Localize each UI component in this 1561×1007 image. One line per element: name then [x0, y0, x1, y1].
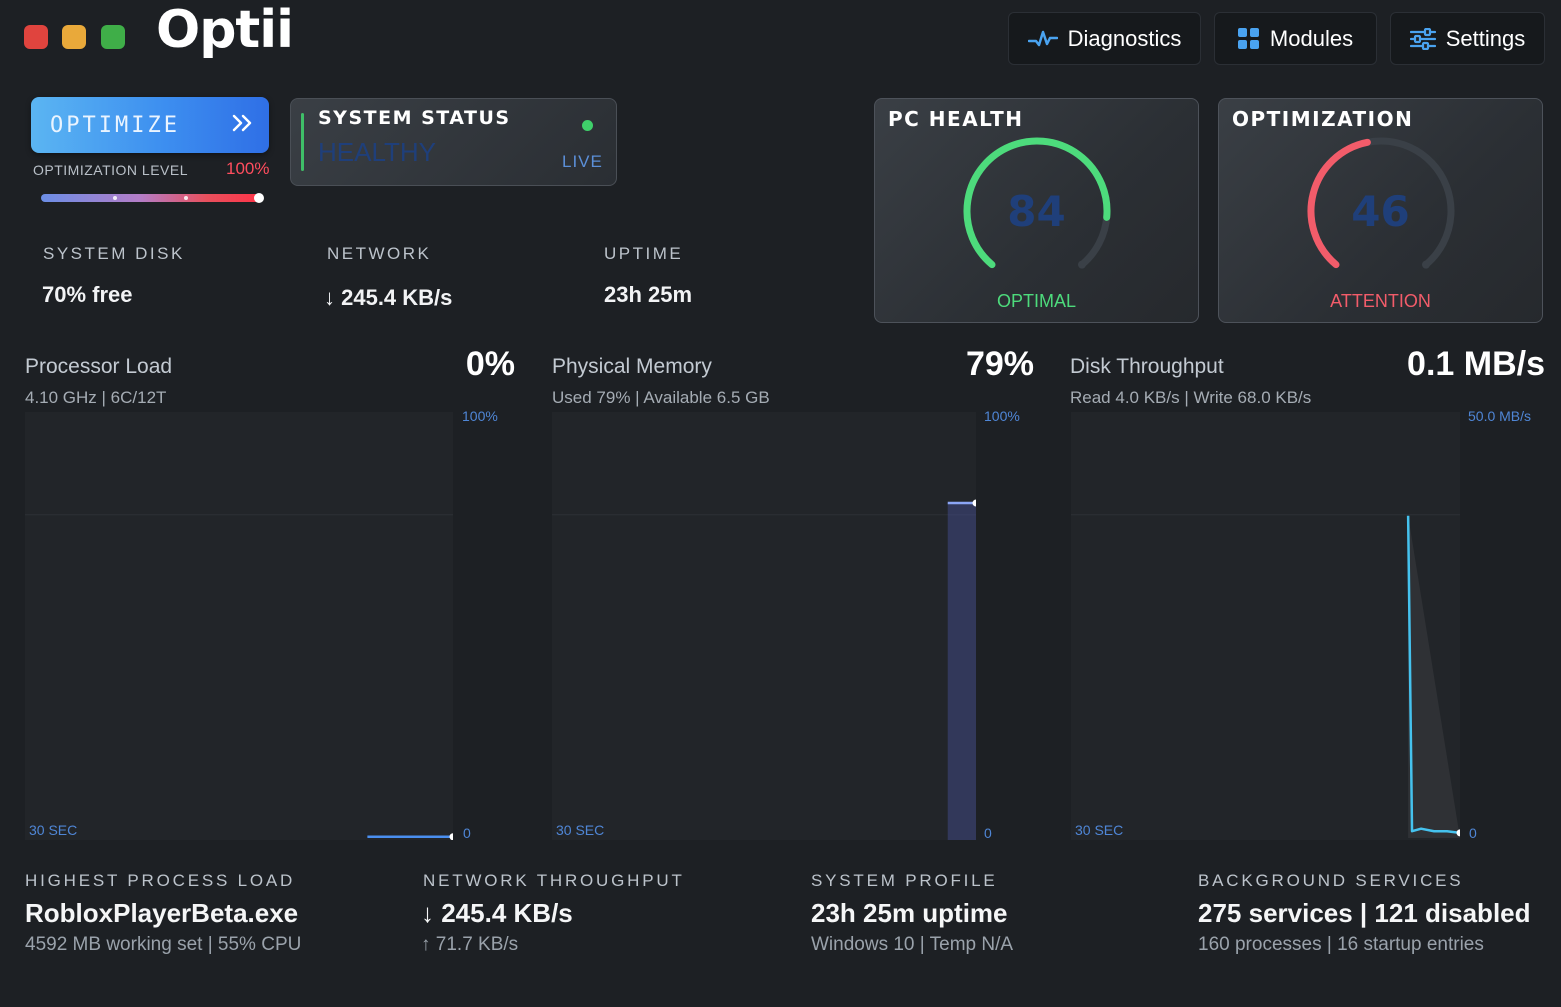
optimization-status: ATTENTION — [1330, 291, 1431, 311]
network-value: ↓ 245.4 KB/s — [324, 285, 453, 310]
grid-icon — [1237, 27, 1260, 50]
cpu-ymax-label: 100% — [462, 408, 498, 424]
live-label: LIVE — [562, 152, 603, 171]
slider-knob[interactable] — [254, 193, 264, 203]
cpu-point — [449, 833, 453, 840]
optimization-level-label: OPTIMIZATION LEVEL — [33, 162, 188, 178]
disk-chart-subtitle: Read 4.0 KB/s | Write 68.0 KB/s — [1070, 388, 1312, 407]
highest-process-detail: 4592 MB working set | 55% CPU — [25, 934, 302, 955]
memory-chart — [552, 499, 976, 840]
network-label: NETWORK — [327, 244, 432, 263]
optimization-score: 46 — [1351, 187, 1410, 236]
diagnostics-label: Diagnostics — [1067, 25, 1182, 51]
network-throughput-value: ↓ 245.4 KB/s — [421, 898, 573, 928]
disk-ymin-label: 0 — [1469, 825, 1477, 841]
optimization-level-value: 100% — [226, 159, 270, 178]
cpu-chart-subtitle: 4.10 GHz | 6C/12T — [25, 388, 167, 407]
uptime-value: 23h 25m — [604, 282, 693, 307]
highest-process-label: HIGHEST PROCESS LOAD — [25, 871, 296, 890]
disk-ymax-label: 50.0 MB/s — [1468, 408, 1532, 424]
highest-process-value: RobloxPlayerBeta.exe — [25, 898, 299, 928]
live-indicator-icon — [582, 120, 593, 131]
memory-chart-plot — [552, 412, 976, 840]
disk-chart-title: Disk Throughput — [1070, 355, 1224, 378]
settings-label: Settings — [1445, 25, 1526, 51]
optimize-label: OPTIMIZE — [50, 112, 180, 138]
pc-health-title: PC HEALTH — [888, 107, 1024, 131]
memory-ymin-label: 0 — [984, 825, 992, 841]
cpu-load-value: 0% — [465, 345, 515, 383]
system-status-title: SYSTEM STATUS — [318, 107, 511, 129]
uptime-label: UPTIME — [604, 244, 684, 263]
optimize-button[interactable]: OPTIMIZE — [31, 97, 269, 153]
disk-area-shade — [1408, 515, 1460, 838]
modules-label: Modules — [1269, 25, 1354, 51]
system-profile-detail: Windows 10 | Temp N/A — [811, 934, 1014, 955]
cpu-chart-title: Processor Load — [25, 355, 173, 378]
disk-line — [1406, 515, 1460, 835]
optimization-level-slider[interactable] — [41, 193, 264, 203]
close-window-button[interactable] — [24, 25, 48, 49]
background-services-label: BACKGROUND SERVICES — [1198, 871, 1464, 890]
disk-xaxis-label: 30 SEC — [1075, 822, 1124, 838]
network-throughput-label: NETWORK THROUGHPUT — [423, 871, 685, 890]
optimization-title: OPTIMIZATION — [1232, 107, 1414, 131]
memory-point — [972, 499, 976, 507]
maximize-window-button[interactable] — [101, 25, 125, 49]
memory-area — [947, 503, 976, 840]
slider-tick — [184, 196, 188, 200]
system-disk-label: SYSTEM DISK — [43, 244, 185, 263]
settings-button[interactable]: Settings — [1390, 12, 1545, 65]
pc-health-score: 84 — [1007, 187, 1066, 236]
cpu-xaxis-label: 30 SEC — [29, 822, 78, 838]
memory-chart-subtitle: Used 79% | Available 6.5 GB — [552, 388, 770, 407]
disk-point — [1456, 829, 1460, 837]
cpu-chart — [25, 514, 453, 840]
slider-tick — [113, 196, 117, 200]
memory-xaxis-label: 30 SEC — [556, 822, 605, 838]
background-services-detail: 160 processes | 16 startup entries — [1198, 934, 1484, 955]
pulse-icon — [1027, 28, 1058, 50]
memory-ymax-label: 100% — [984, 408, 1020, 424]
system-disk-value: 70% free — [42, 282, 133, 307]
diagnostics-button[interactable]: Diagnostics — [1008, 12, 1201, 65]
memory-chart-title: Physical Memory — [552, 355, 712, 378]
cpu-chart-plot — [25, 412, 453, 840]
optimization-card: OPTIMIZATION 46 ATTENTION — [1218, 98, 1543, 323]
network-upload-value: ↑ 71.7 KB/s — [421, 934, 519, 955]
disk-chart-plot — [1071, 412, 1460, 840]
disk-chart — [1071, 514, 1460, 838]
sliders-icon — [1409, 27, 1436, 50]
modules-button[interactable]: Modules — [1214, 12, 1377, 65]
system-status-value: HEALTHY — [318, 137, 436, 167]
double-chevron-right-icon — [231, 113, 253, 137]
system-profile-value: 23h 25m uptime — [811, 898, 1008, 928]
app-title: Optii — [156, 0, 294, 60]
pc-health-card: PC HEALTH 84 OPTIMAL — [874, 98, 1199, 323]
minimize-window-button[interactable] — [62, 25, 86, 49]
background-services-value: 275 services | 121 disabled — [1198, 898, 1531, 928]
pc-health-status: OPTIMAL — [996, 291, 1076, 311]
optimization-gauge — [1307, 137, 1455, 269]
system-status-card: SYSTEM STATUS HEALTHY LIVE — [290, 98, 617, 186]
status-accent-bar — [301, 113, 304, 171]
disk-throughput-value: 0.1 MB/s — [1407, 345, 1545, 383]
cpu-ymin-label: 0 — [463, 825, 471, 841]
memory-used-value: 79% — [965, 345, 1034, 383]
pc-health-gauge — [963, 137, 1111, 269]
system-profile-label: SYSTEM PROFILE — [811, 871, 998, 890]
